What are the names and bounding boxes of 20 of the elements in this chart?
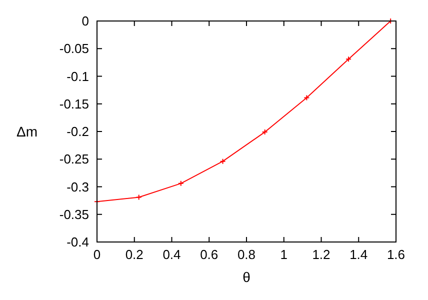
y-axis-title: Δm	[16, 124, 38, 140]
y-tick-label: -0.3	[66, 179, 89, 194]
x-tick-label: 0.4	[162, 247, 181, 262]
x-tick-label: 1.2	[312, 247, 330, 262]
x-tick-label: 1	[280, 247, 288, 262]
x-tick-label: 1.6	[386, 247, 406, 262]
x-tick-label: 1.4	[350, 247, 368, 262]
y-tick-label: -0.2	[66, 124, 89, 139]
x-axis-title: θ	[242, 269, 251, 285]
y-tick-label: -0.1	[66, 68, 89, 84]
x-tick-label: 0	[93, 247, 101, 262]
x-tick-label: 0.2	[125, 247, 144, 262]
y-tick-label: 0	[82, 14, 89, 28]
y-tick-label: -0.4	[66, 234, 89, 250]
x-tick-label: 0.8	[237, 247, 256, 262]
x-tick-label: 0.6	[200, 247, 218, 262]
y-tick-label: -0.15	[59, 96, 89, 112]
y-tick-label: -0.25	[59, 152, 89, 167]
y-tick-label: -0.35	[59, 206, 89, 222]
y-tick-label: -0.05	[59, 41, 89, 56]
